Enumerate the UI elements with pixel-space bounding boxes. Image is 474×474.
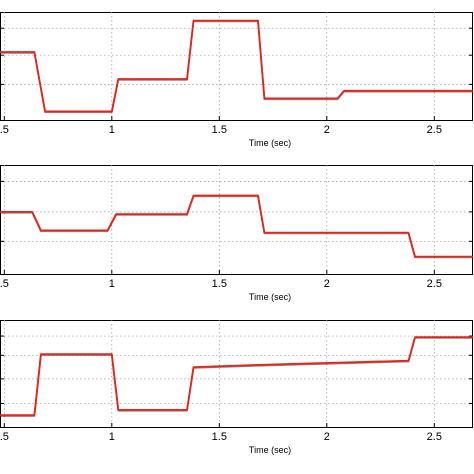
x-tick-label: .5 — [0, 124, 9, 136]
subplot-1: .5 1 1.5 2 2.5 Time (sec) — [0, 12, 473, 148]
x-tick-label: 1 — [109, 278, 115, 290]
plot-area — [0, 320, 473, 428]
x-tick-label: 2 — [324, 431, 330, 443]
x-tick-label: .5 — [0, 278, 9, 290]
x-tick-label: 2.5 — [427, 124, 442, 136]
x-axis-label: Time (sec) — [249, 138, 291, 148]
x-axis-label: Time (sec) — [249, 445, 291, 455]
series-line-1 — [0, 194, 473, 258]
plot-area — [0, 165, 473, 275]
series-line-1 — [0, 19, 473, 113]
plot-area — [0, 12, 473, 121]
x-tick-label: 1 — [109, 124, 115, 136]
x-tick-label: 1.5 — [212, 278, 227, 290]
subplot-3: .5 1 1.5 2 2.5 Time (sec) — [0, 320, 473, 455]
x-tick-label: 2.5 — [427, 431, 442, 443]
x-tick-label: 1.5 — [212, 124, 227, 136]
x-tick-label: 2.5 — [427, 278, 442, 290]
x-tick-label: 1 — [109, 431, 115, 443]
x-tick-label: 2 — [324, 124, 330, 136]
x-tick-label: 1.5 — [212, 431, 227, 443]
x-tick-label: 2 — [324, 278, 330, 290]
series-line-1 — [0, 336, 473, 417]
x-tick-label: .5 — [0, 431, 9, 443]
subplot-2: .5 1 1.5 2 2.5 Time (sec) — [0, 165, 473, 302]
x-axis-label: Time (sec) — [249, 292, 291, 302]
